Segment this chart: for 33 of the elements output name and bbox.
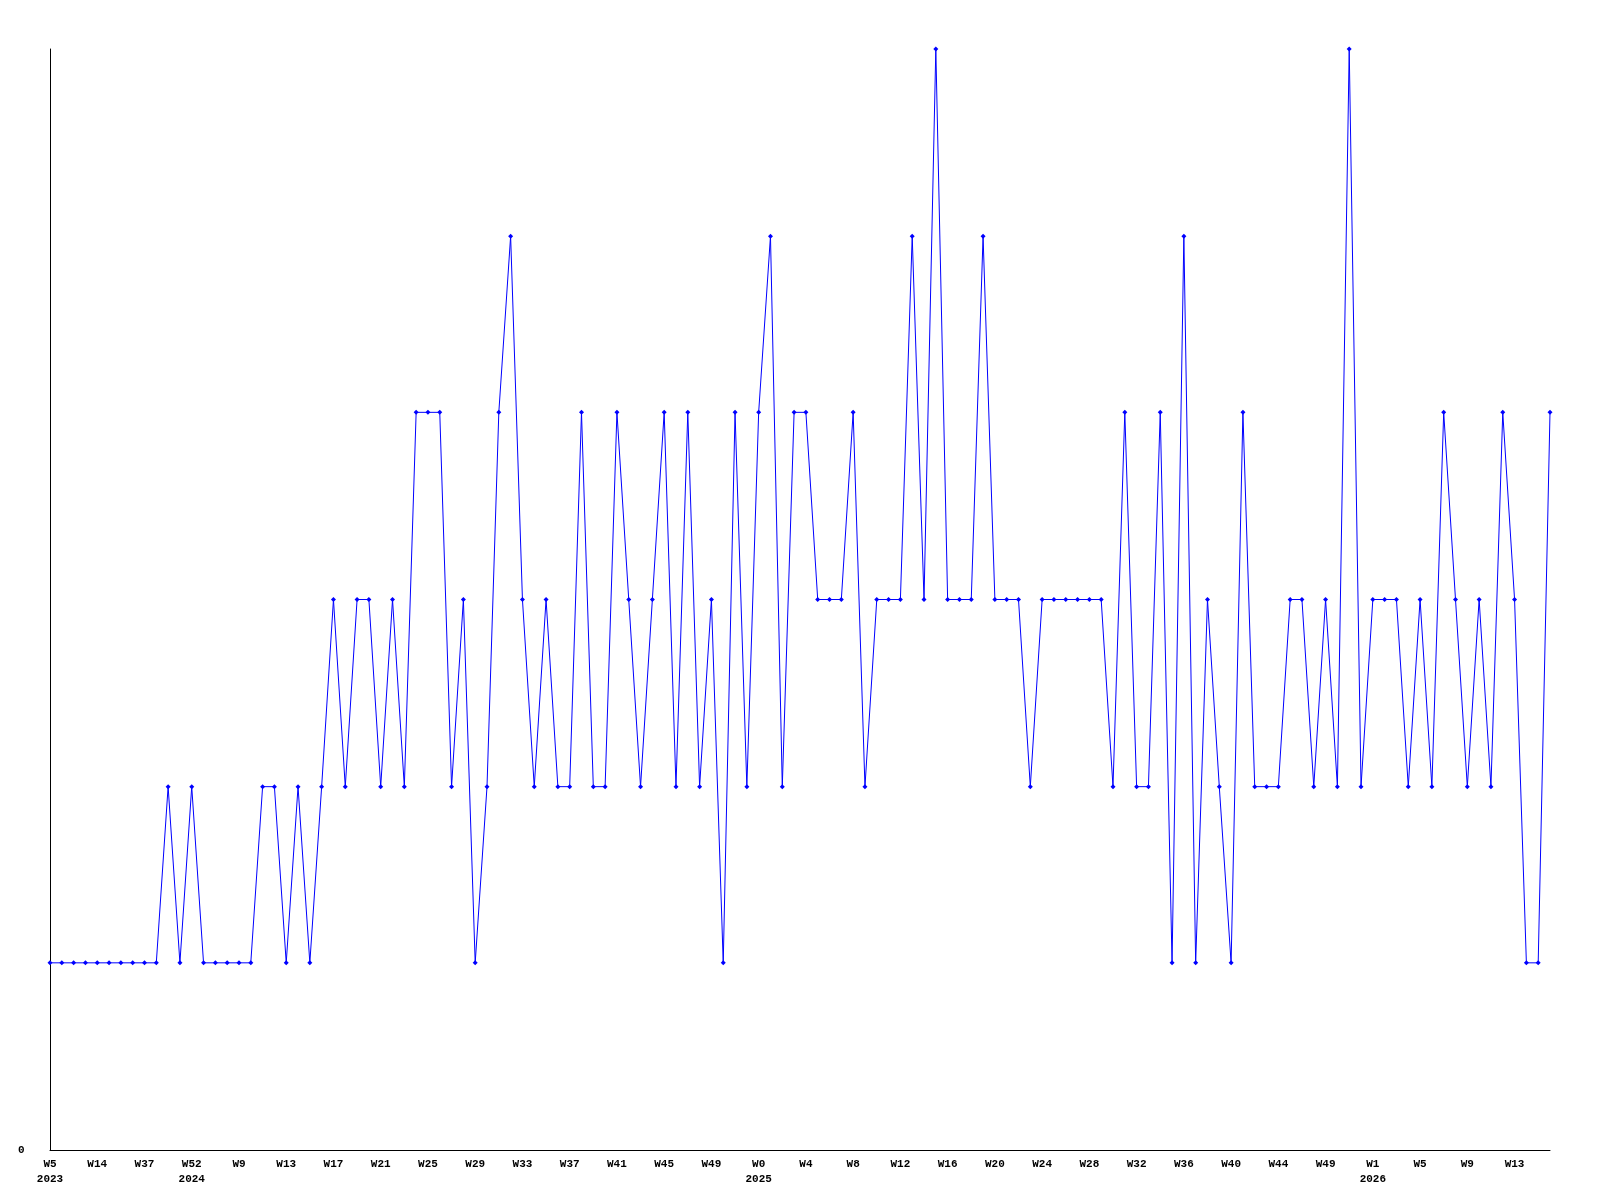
x-tick-label: W21: [370, 1157, 391, 1170]
x-tick-label: W16: [937, 1157, 958, 1170]
x-tick-label: W24: [1032, 1157, 1053, 1170]
x-tick-label: W12: [890, 1157, 911, 1170]
x-tick-label: W9: [232, 1157, 246, 1170]
x-tick-label: W17: [323, 1157, 344, 1170]
x-tick-label: W37: [134, 1157, 155, 1170]
x-tick-label: W13: [1504, 1157, 1525, 1170]
x-tick-label: W28: [1079, 1157, 1100, 1170]
x-tick-label: W20: [984, 1157, 1005, 1170]
x-tick-label: W8: [846, 1157, 861, 1170]
x-tick-label: W33: [512, 1157, 533, 1170]
x-tick-label: W37: [559, 1157, 580, 1170]
text: 0: [18, 1143, 25, 1156]
x-tick-label: W49: [701, 1157, 722, 1170]
x-tick-label: W29: [465, 1157, 486, 1170]
x-tick-label: W5 2023: [36, 1157, 64, 1185]
x-tick-label: W5: [1413, 1157, 1428, 1170]
x-tick-label: W4: [799, 1157, 813, 1170]
x-tick-label: W1 2026: [1359, 1157, 1387, 1185]
x-tick-label: W13: [276, 1157, 297, 1170]
x-tick-label: W45: [654, 1157, 675, 1170]
x-tick-label: W14: [87, 1157, 108, 1170]
x-tick-label: W25: [418, 1157, 439, 1170]
x-tick-label: W9: [1460, 1157, 1474, 1170]
x-tick-label: W36: [1173, 1157, 1194, 1170]
x-tick-label: W44: [1268, 1157, 1289, 1170]
x-tick-label: W0 2025: [745, 1157, 773, 1185]
x-tick-label: W49: [1315, 1157, 1336, 1170]
x-tick-label: W52 2024: [178, 1157, 206, 1185]
x-tick-label: W40: [1221, 1157, 1242, 1170]
x-tick-label: W41: [607, 1157, 628, 1170]
x-tick-label: W32: [1126, 1157, 1147, 1170]
